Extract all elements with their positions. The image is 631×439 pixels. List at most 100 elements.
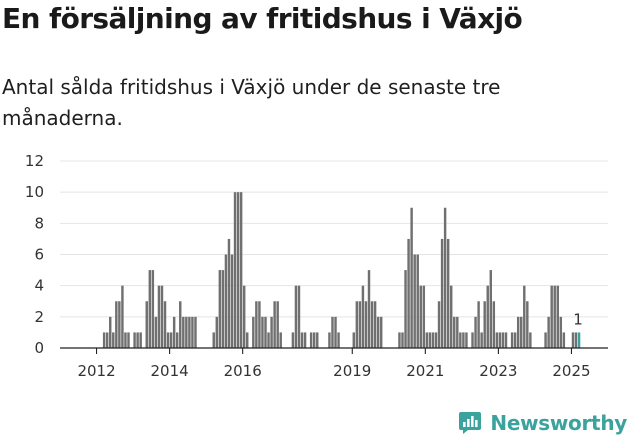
bar-month [136, 332, 139, 348]
bar-month [102, 332, 106, 348]
bar-month [422, 285, 426, 348]
bar-month [437, 301, 441, 348]
bar-month [449, 285, 453, 348]
bar-month [465, 332, 468, 348]
bar-month [109, 316, 112, 348]
bar-month [227, 238, 231, 348]
bar-month [121, 285, 124, 348]
x-tick-label: 2016 [224, 362, 262, 380]
bar-month [270, 316, 273, 348]
bar-month [300, 332, 304, 348]
x-tick-label: 2014 [151, 362, 189, 380]
bar-month [401, 332, 404, 348]
bar-month [480, 332, 483, 348]
bar-month [194, 316, 197, 348]
bar-month [224, 254, 228, 348]
bar-month [523, 285, 526, 348]
bar-month [425, 332, 429, 348]
bar-month [504, 332, 508, 348]
bar-month [434, 332, 438, 348]
bar-month [160, 285, 164, 348]
bar-month [291, 332, 295, 348]
bar-month [115, 301, 118, 348]
bar-month [571, 332, 575, 348]
bar-month [112, 332, 115, 348]
bar-month [309, 332, 313, 348]
newsworthy-logo-icon [459, 412, 482, 434]
bar-month [276, 301, 279, 348]
bar-month [145, 301, 148, 348]
bar-month [151, 270, 155, 348]
bar-month [166, 332, 170, 348]
bar-month [188, 316, 191, 348]
bar-month [316, 332, 319, 348]
bar-month [526, 301, 529, 348]
bar-month [407, 238, 410, 348]
bar-month [352, 332, 356, 348]
bar-month [550, 285, 553, 348]
bars [102, 192, 581, 348]
bar-month [267, 332, 270, 348]
bar-month [279, 332, 282, 348]
y-tick-label: 10 [25, 183, 44, 201]
bar-month [501, 332, 505, 348]
bar-month [428, 332, 432, 348]
bar-month [334, 316, 337, 348]
bar-month [261, 316, 264, 348]
bar-month [498, 332, 502, 348]
bar-month [264, 316, 267, 348]
bar-month [154, 316, 158, 348]
x-tick-label: 2019 [333, 362, 371, 380]
bar-month [443, 207, 447, 348]
bar-month [492, 301, 496, 348]
bar-month [474, 316, 477, 348]
bar-month [191, 316, 194, 348]
bar-month [179, 301, 182, 348]
bar-month [255, 301, 258, 348]
x-tick-label: 2025 [552, 362, 590, 380]
bar-month [148, 270, 152, 348]
axes: 0 2 4 6 8 10 12 1 2012 2014 2016 2019 2021 2023 2025 [25, 152, 608, 380]
bar-month [331, 316, 334, 348]
bar-month [553, 285, 556, 348]
bar-month [562, 332, 566, 348]
bar-month [182, 316, 185, 348]
bar-month [416, 254, 419, 348]
bar-month [559, 316, 563, 348]
bar-month [486, 285, 489, 348]
latest-value-label: 1 [573, 310, 583, 328]
x-tick-label: 2021 [406, 362, 444, 380]
bar-month [477, 301, 480, 348]
bar-month [513, 332, 517, 348]
bar-month [489, 270, 493, 348]
y-tick-label: 8 [34, 214, 44, 232]
bar-month [246, 332, 249, 348]
bar-month [239, 192, 243, 348]
y-tick-label: 6 [34, 246, 44, 264]
bar-month [337, 332, 340, 348]
bar-month [328, 332, 331, 348]
newsworthy-logo[interactable]: Newsworthy [458, 411, 627, 435]
bar-month [471, 332, 474, 348]
bar-month [185, 316, 188, 348]
bar-month [462, 332, 465, 348]
x-tick-label: 2012 [77, 362, 115, 380]
chart-title: En försäljning av fritidshus i Växjö [2, 2, 523, 35]
bar-month [175, 332, 179, 348]
bar-month [510, 332, 514, 348]
chart-subtitle: Antal sålda fritidshus i Växjö under de … [2, 75, 501, 130]
bar-month [544, 332, 547, 348]
bar-month [157, 285, 161, 348]
bar-month [367, 270, 371, 348]
x-tick-label: 2023 [479, 362, 517, 380]
y-gridlines [60, 160, 608, 318]
bar-month [215, 316, 219, 348]
bar-month [242, 285, 246, 348]
bar-month [373, 301, 377, 348]
bar-month [574, 332, 578, 348]
bar-month [456, 316, 459, 348]
bar-chart: 0 2 4 6 8 10 12 1 2012 2014 2016 2019 2021 2023 2025 [25, 152, 608, 380]
bar-month [230, 254, 234, 348]
y-tick-label: 4 [34, 277, 44, 295]
bar-month [252, 316, 255, 348]
